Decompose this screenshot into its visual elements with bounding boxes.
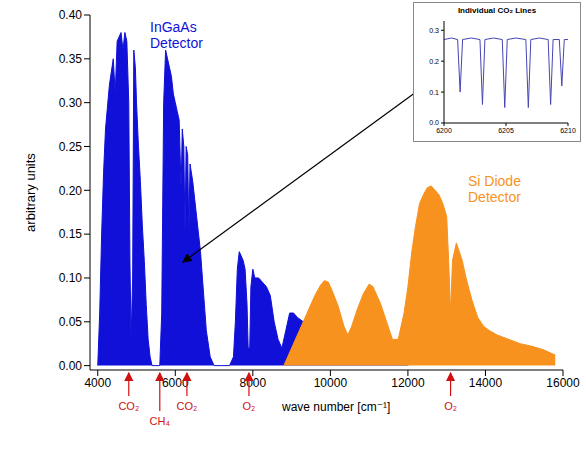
svg-text:CH₄: CH₄ bbox=[150, 415, 171, 427]
svg-text:0.15: 0.15 bbox=[59, 227, 83, 241]
svg-text:6210: 6210 bbox=[560, 127, 576, 134]
svg-text:InGaAsDetector: InGaAsDetector bbox=[150, 19, 203, 51]
svg-text:0.3: 0.3 bbox=[429, 27, 439, 34]
svg-text:CO₂: CO₂ bbox=[118, 400, 139, 412]
svg-text:O₂: O₂ bbox=[444, 400, 457, 412]
svg-text:6205: 6205 bbox=[498, 127, 514, 134]
svg-text:0.0: 0.0 bbox=[429, 119, 439, 126]
svg-text:CO₂: CO₂ bbox=[177, 400, 198, 412]
svg-text:0.1: 0.1 bbox=[429, 89, 439, 96]
html-text:Individual CO₂ Lines: Individual CO₂ Lines bbox=[457, 6, 537, 15]
svg-text:Si DiodeDetector: Si DiodeDetector bbox=[468, 173, 521, 205]
svg-text:O₂: O₂ bbox=[243, 400, 256, 412]
svg-text:0.35: 0.35 bbox=[59, 52, 83, 66]
svg-text:6200: 6200 bbox=[436, 127, 452, 134]
svg-text:0.25: 0.25 bbox=[59, 140, 83, 154]
svg-text:10000: 10000 bbox=[314, 376, 348, 390]
svg-text:6000: 6000 bbox=[162, 376, 189, 390]
svg-text:arbitrary units: arbitrary units bbox=[23, 153, 38, 232]
svg-text:14000: 14000 bbox=[469, 376, 503, 390]
svg-text:wave number [cm⁻¹]: wave number [cm⁻¹] bbox=[281, 400, 390, 414]
svg-text:0.05: 0.05 bbox=[59, 315, 83, 329]
svg-text:4000: 4000 bbox=[84, 376, 111, 390]
svg-text:0.00: 0.00 bbox=[59, 359, 83, 373]
svg-text:8000: 8000 bbox=[239, 376, 266, 390]
svg-text:12000: 12000 bbox=[391, 376, 425, 390]
svg-text:0.30: 0.30 bbox=[59, 96, 83, 110]
svg-text:16000: 16000 bbox=[546, 376, 580, 390]
svg-text:0.40: 0.40 bbox=[59, 8, 83, 22]
svg-text:0.2: 0.2 bbox=[429, 58, 439, 65]
svg-text:0.20: 0.20 bbox=[59, 184, 83, 198]
svg-text:0.10: 0.10 bbox=[59, 271, 83, 285]
